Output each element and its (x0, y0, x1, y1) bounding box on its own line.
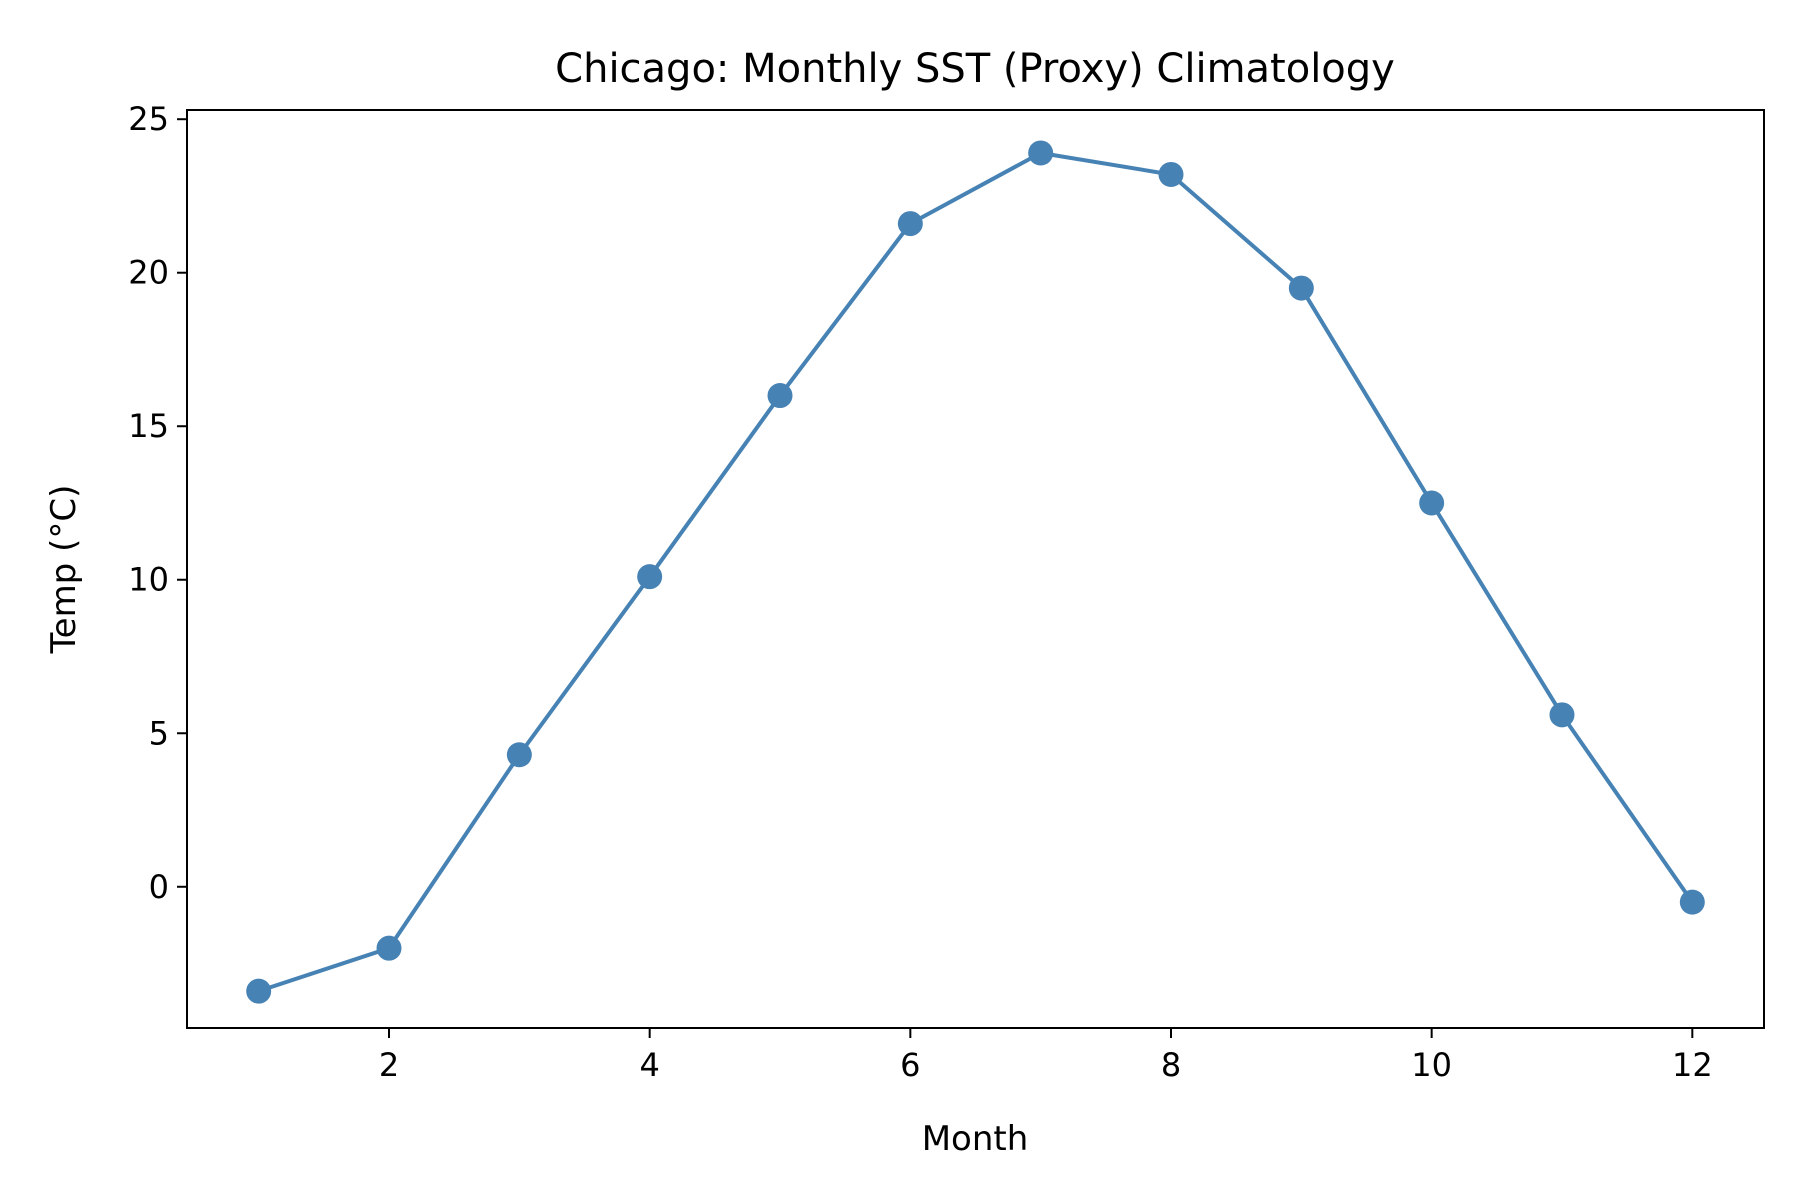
x-tick-label: 8 (1161, 1046, 1181, 1084)
x-tick-label: 12 (1672, 1046, 1713, 1084)
x-tick-label: 4 (639, 1046, 659, 1084)
x-axis-label: Month (922, 1119, 1029, 1159)
plot-area (246, 140, 1705, 1004)
data-point (376, 935, 402, 961)
data-point (897, 211, 923, 237)
x-axis: 2 4 6 8 10 12 (379, 1028, 1713, 1084)
data-point (1288, 275, 1314, 301)
x-tick-label: 10 (1411, 1046, 1452, 1084)
y-tick-label: 25 (128, 100, 169, 138)
data-point (637, 564, 663, 590)
data-point (246, 978, 272, 1004)
y-tick-label: 5 (149, 714, 169, 752)
y-tick-label: 20 (128, 254, 169, 292)
data-point (506, 742, 532, 768)
y-tick-label: 0 (149, 868, 169, 906)
plot-frame (186, 109, 1765, 1029)
data-point (1158, 161, 1184, 187)
chart-title: Chicago: Monthly SST (Proxy) Climatology (555, 46, 1395, 92)
y-axis: 0 5 10 15 20 25 (128, 100, 187, 906)
data-point (1028, 140, 1054, 166)
x-tick-label: 6 (900, 1046, 920, 1084)
data-point (1679, 889, 1705, 915)
data-point (767, 383, 793, 409)
data-point (1419, 490, 1445, 516)
y-tick-label: 15 (128, 407, 169, 445)
y-axis-label: Temp (°C) (44, 485, 84, 655)
data-point (1549, 702, 1575, 728)
series-line (258, 150, 1694, 994)
x-tick-label: 2 (379, 1046, 399, 1084)
y-tick-label: 10 (128, 561, 169, 599)
